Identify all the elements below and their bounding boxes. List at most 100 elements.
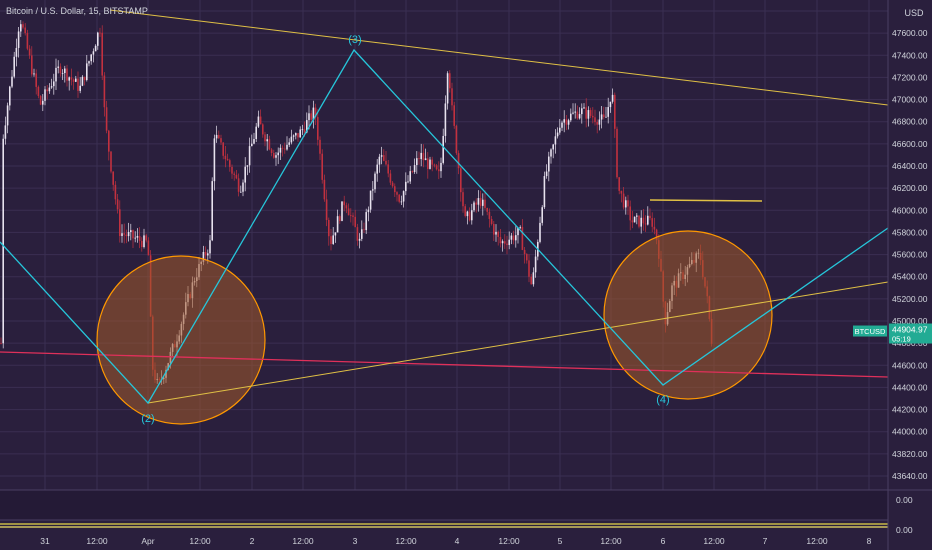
candle-body: [279, 147, 282, 153]
candle-body: [6, 105, 9, 126]
candle-body: [372, 189, 374, 191]
candle-body: [376, 164, 378, 174]
candle-body: [9, 86, 11, 106]
chart-title: Bitcoin / U.S. Dollar, 15, BITSTAMP: [6, 6, 148, 16]
candle-body: [231, 166, 233, 174]
candle-body: [616, 128, 618, 178]
time-tick-label: 12:00: [600, 536, 622, 546]
candle-body: [134, 237, 136, 239]
price-tick-label: 45200.00: [892, 294, 928, 304]
time-tick-label: 3: [353, 536, 358, 546]
time-tick-label: 12:00: [703, 536, 725, 546]
candle-body: [640, 217, 642, 227]
candle-body: [378, 156, 381, 165]
candle-body: [501, 241, 504, 244]
candle-body: [638, 215, 640, 227]
candle-body: [435, 165, 438, 170]
candle-body: [319, 139, 321, 154]
wave-label: (3): [348, 34, 361, 46]
candle-body: [202, 251, 205, 262]
candle-body: [444, 103, 447, 136]
time-tick-label: 5: [558, 536, 563, 546]
candle-body: [534, 256, 537, 273]
candle-body: [585, 107, 587, 119]
candle-body: [2, 138, 4, 344]
candle-body: [532, 272, 535, 285]
candle-body: [215, 134, 218, 139]
candle-body: [4, 125, 7, 139]
candle-body: [70, 77, 73, 80]
candle-body: [64, 68, 66, 74]
candle-body: [380, 155, 383, 157]
candle-body: [548, 156, 550, 172]
candle-body: [600, 114, 603, 120]
candle-body: [387, 164, 389, 174]
candle-body: [336, 216, 339, 233]
lower-trendline: [147, 281, 889, 404]
candle-body: [341, 201, 343, 221]
candle-body: [48, 87, 51, 92]
candle-body: [517, 227, 519, 236]
candle-body: [361, 229, 363, 239]
candle-body: [442, 135, 444, 163]
candle-body: [42, 100, 44, 105]
candle-body: [644, 223, 647, 225]
candle-body: [237, 178, 240, 192]
candle-body: [482, 199, 484, 206]
candle-body: [594, 117, 596, 123]
candle-body: [288, 142, 290, 145]
candle-body: [592, 115, 594, 118]
candle-body: [284, 148, 286, 150]
candle-body: [138, 235, 141, 241]
candle-body: [213, 138, 216, 182]
candle-body: [132, 230, 134, 239]
indicator-background: [0, 490, 888, 520]
candle-body: [68, 77, 70, 81]
candle-body: [565, 119, 568, 125]
candle-body: [35, 73, 37, 87]
drawings: [0, 9, 889, 425]
candle-body: [317, 117, 319, 140]
candle-body: [552, 144, 554, 150]
price-tick-label: 47200.00: [892, 72, 928, 82]
candle-body: [39, 95, 42, 105]
candle-body: [59, 66, 62, 74]
candle-body: [622, 193, 625, 208]
candle-body: [46, 89, 48, 92]
candle-body: [647, 215, 649, 225]
time-tick-label: 12:00: [498, 536, 520, 546]
candle-body: [33, 73, 35, 75]
time-tick-label: Apr: [141, 536, 154, 546]
candle-body: [389, 173, 392, 183]
candle-body: [266, 139, 268, 142]
candle-body: [471, 210, 473, 221]
candle-body: [374, 173, 376, 190]
candle-body: [211, 181, 213, 241]
candle-body: [290, 136, 293, 143]
price-tick-label: 47000.00: [892, 95, 928, 105]
price-tick-label: 43640.00: [892, 471, 928, 481]
candle-body: [455, 125, 458, 154]
candle-body: [499, 236, 502, 244]
currency-label: USD: [904, 8, 924, 18]
candle-body: [416, 158, 418, 166]
candle-body: [490, 218, 493, 224]
candle-body: [466, 211, 469, 217]
candle-body: [114, 184, 117, 200]
candle-body: [576, 111, 579, 119]
candle-body: [605, 116, 607, 118]
candle-body: [422, 152, 425, 161]
candle-body: [631, 220, 634, 223]
candle-body: [411, 171, 414, 172]
candle-body: [224, 155, 227, 160]
price-tick-label: 45600.00: [892, 250, 928, 260]
candle-body: [651, 218, 653, 227]
wave-label: (4): [656, 394, 669, 406]
candle-body: [306, 120, 308, 133]
candle-body: [105, 107, 108, 131]
candle-body: [614, 94, 616, 129]
candle-body: [578, 114, 581, 119]
candle-body: [292, 135, 295, 137]
